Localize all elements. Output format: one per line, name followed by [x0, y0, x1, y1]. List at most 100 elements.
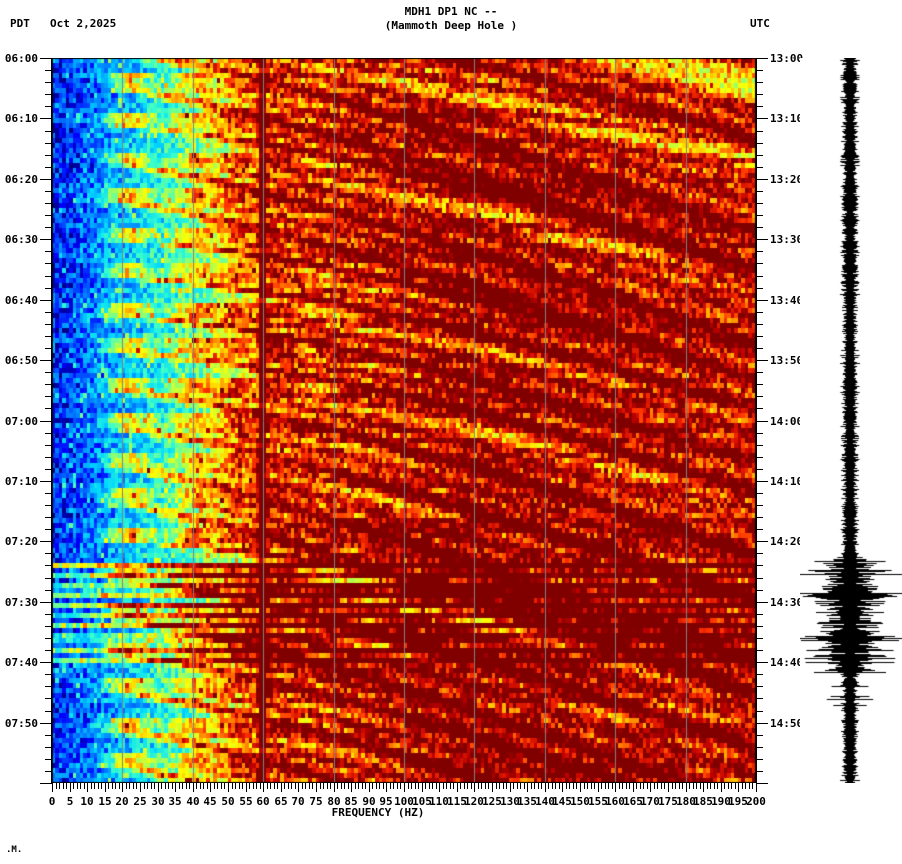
- time-label-utc: 14:10: [770, 475, 804, 488]
- time-label-pdt: 07:00: [4, 415, 38, 428]
- time-label-pdt: 06:50: [4, 354, 38, 367]
- time-tick-minor-left: [45, 638, 52, 639]
- freq-tick-minor: [661, 783, 662, 789]
- time-tick-minor-right: [756, 191, 763, 192]
- time-tick-major-left: [40, 179, 52, 180]
- freq-label: 125: [482, 795, 502, 808]
- freq-tick-minor: [682, 783, 683, 789]
- time-tick-minor-left: [45, 650, 52, 651]
- freq-tick-minor: [365, 783, 366, 789]
- freq-label: 85: [344, 795, 358, 808]
- freq-tick-minor: [253, 783, 254, 789]
- time-tick-minor-left: [45, 263, 52, 264]
- time-tick-minor-left: [45, 759, 52, 760]
- freq-tick-minor: [189, 783, 190, 789]
- freq-tick-minor: [742, 783, 743, 789]
- freq-tick-minor: [576, 783, 577, 789]
- time-tick-minor-left: [45, 215, 52, 216]
- time-axis-pdt: 06:00 06:10 06:20 06:30 06:40 06:50 07:00 07:10…: [0, 52, 52, 784]
- freq-tick-major: [474, 783, 475, 792]
- time-tick-minor-left: [45, 433, 52, 434]
- freq-tick-minor: [133, 783, 134, 789]
- time-tick-minor-right: [756, 70, 763, 71]
- freq-label: 180: [676, 795, 696, 808]
- freq-label: 60: [256, 795, 270, 808]
- freq-tick-minor: [499, 783, 500, 789]
- time-label-pdt: 07:50: [4, 717, 38, 730]
- time-tick-major-right: [756, 58, 768, 59]
- freq-tick-major: [650, 783, 651, 792]
- freq-tick-minor: [408, 783, 409, 789]
- time-tick-minor-left: [45, 711, 52, 712]
- freq-tick-major: [105, 783, 106, 792]
- freq-tick-minor: [168, 783, 169, 789]
- time-tick-minor-right: [756, 94, 763, 95]
- freq-tick-minor: [601, 783, 602, 789]
- time-tick-minor-left: [45, 590, 52, 591]
- freq-tick-minor: [397, 783, 398, 789]
- freq-tick-major: [492, 783, 493, 792]
- time-tick-minor-right: [756, 372, 763, 373]
- freq-tick-minor: [622, 783, 623, 789]
- time-tick-minor-right: [756, 131, 763, 132]
- time-label-pdt: 07:10: [4, 475, 38, 488]
- time-tick-major-left: [40, 58, 52, 59]
- time-tick-major-right: [756, 783, 768, 784]
- freq-label: 65: [274, 795, 288, 808]
- spectrogram-plot[interactable]: [52, 58, 756, 783]
- freq-label: 190: [711, 795, 731, 808]
- freq-tick-minor: [517, 783, 518, 789]
- freq-tick-minor: [207, 783, 208, 789]
- time-tick-minor-left: [45, 517, 52, 518]
- time-label-utc: 13:50: [770, 354, 804, 367]
- time-tick-minor-left: [45, 735, 52, 736]
- freq-tick-minor: [274, 783, 275, 789]
- freq-label: 5: [66, 795, 74, 808]
- time-tick-minor-left: [45, 167, 52, 168]
- freq-tick-minor: [717, 783, 718, 789]
- freq-tick-minor: [161, 783, 162, 789]
- freq-tick-minor: [323, 783, 324, 789]
- time-tick-minor-left: [45, 191, 52, 192]
- freq-tick-major: [351, 783, 352, 792]
- freq-tick-minor: [541, 783, 542, 789]
- freq-tick-minor: [710, 783, 711, 789]
- freq-tick-minor: [657, 783, 658, 789]
- freq-label: 150: [570, 795, 590, 808]
- freq-tick-major: [175, 783, 176, 792]
- time-tick-minor-left: [45, 312, 52, 313]
- freq-tick-minor: [203, 783, 204, 789]
- time-tick-major-left: [40, 723, 52, 724]
- freq-tick-minor: [559, 783, 560, 789]
- time-tick-minor-right: [756, 638, 763, 639]
- freq-tick-minor: [77, 783, 78, 789]
- time-tick-minor-left: [45, 698, 52, 699]
- freq-label: 50: [221, 795, 235, 808]
- time-tick-major-right: [756, 360, 768, 361]
- time-label-utc: 14:30: [770, 596, 804, 609]
- time-label-pdt: 06:10: [4, 112, 38, 125]
- time-tick-minor-right: [756, 215, 763, 216]
- time-tick-minor-left: [45, 94, 52, 95]
- time-tick-minor-right: [756, 735, 763, 736]
- frequency-axis: 0 5 10 15 20 25 30 35 40 45 50 55 60 65 70 75 80 85 90 95 10…: [49, 783, 766, 808]
- time-tick-major-right: [756, 602, 768, 603]
- time-label-utc: 14:50: [770, 717, 804, 730]
- time-tick-minor-left: [45, 674, 52, 675]
- time-tick-minor-right: [756, 263, 763, 264]
- freq-tick-minor: [552, 783, 553, 789]
- time-tick-minor-left: [45, 457, 52, 458]
- time-label-pdt: 07:40: [4, 656, 38, 669]
- freq-label: 185: [693, 795, 713, 808]
- seismogram-canvas: [800, 58, 902, 783]
- time-tick-minor-right: [756, 276, 763, 277]
- freq-tick-minor: [239, 783, 240, 789]
- freq-tick-minor: [200, 783, 201, 789]
- freq-tick-minor: [531, 783, 532, 789]
- time-tick-minor-right: [756, 408, 763, 409]
- time-tick-minor-left: [45, 106, 52, 107]
- time-tick-minor-left: [45, 143, 52, 144]
- freq-tick-major: [87, 783, 88, 792]
- freq-label: 40: [186, 795, 200, 808]
- freq-tick-minor: [256, 783, 257, 789]
